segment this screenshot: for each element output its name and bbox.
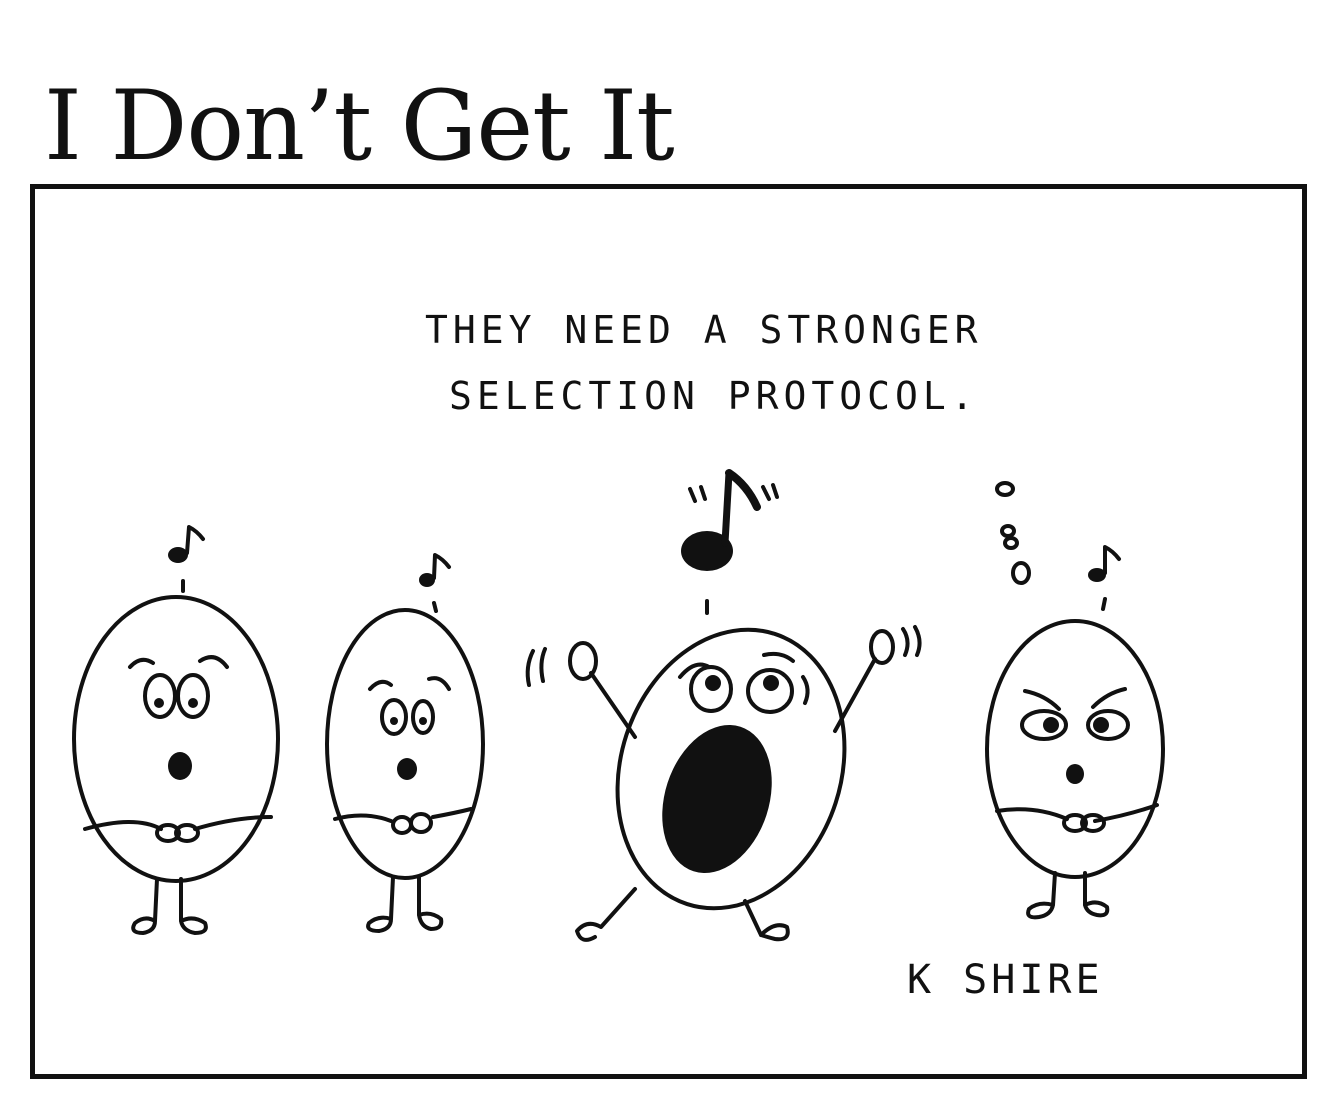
caption-text: THEY NEED A STRONGER SELECTION PROTOCOL. xyxy=(425,297,1245,429)
egg-soloist xyxy=(525,469,922,942)
egg-choir-illustration xyxy=(72,469,1165,942)
music-note-icon xyxy=(681,469,779,615)
caption-line-1: THEY NEED A STRONGER xyxy=(425,308,983,352)
artist-signature: K SHIRE xyxy=(907,957,1104,1003)
thought-bubbles-icon xyxy=(995,481,1031,585)
music-note-icon xyxy=(168,525,205,593)
music-note-icon xyxy=(1088,545,1121,611)
caption-line-2: SELECTION PROTOCOL. xyxy=(449,374,979,418)
egg-singer-1 xyxy=(72,525,280,935)
comic-panel: THEY NEED A STRONGER SELECTION PROTOCOL.… xyxy=(30,184,1307,1079)
egg-grumpy-singer xyxy=(985,481,1165,920)
music-note-icon xyxy=(419,553,451,613)
comic-title: I Don’t Get It xyxy=(44,70,675,182)
egg-singer-2 xyxy=(325,553,485,933)
